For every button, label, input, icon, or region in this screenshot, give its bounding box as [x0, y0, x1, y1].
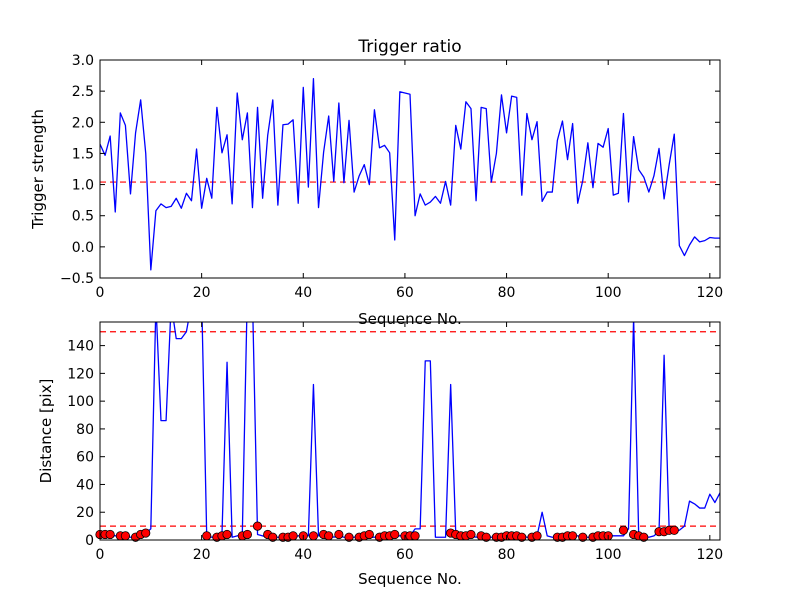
bottom-x-tick-label: 60 [396, 547, 414, 563]
data-point-marker [288, 531, 298, 541]
top-series-line [100, 78, 720, 271]
bottom-y-tick-label: 80 [76, 422, 94, 438]
data-point-marker [618, 525, 629, 535]
data-point-marker [252, 521, 263, 531]
top-axes-frame [99, 59, 721, 279]
bottom-axes-frame [99, 321, 721, 541]
bottom-threshold-layer [100, 331, 720, 527]
top-panel: Trigger ratio 0 20 40 60 80 100 120 −0.5 0.0 0.5 1… [29, 37, 723, 328]
top-x-tick-label: 100 [595, 285, 622, 301]
top-x-tick-label: 60 [396, 285, 414, 301]
bottom-x-tick-label: 120 [696, 547, 723, 563]
data-point-marker [517, 532, 527, 542]
top-x-tick-label: 40 [294, 285, 312, 301]
top-y-tick-label: 3.0 [72, 53, 94, 69]
data-point-marker [466, 529, 476, 540]
data-point-marker [532, 531, 542, 541]
bottom-marker-layer [95, 521, 679, 542]
top-y-tick-label: 1.0 [72, 178, 94, 194]
top-y-axis-label: Trigger strength [29, 109, 47, 230]
bottom-x-axis-label: Sequence No. [358, 570, 462, 588]
data-point-marker [410, 531, 420, 541]
top-x-tick-label: 120 [696, 285, 723, 301]
top-line-layer [100, 78, 720, 271]
bottom-panel: 0 20 40 60 80 100 120 0 20 40 60 80 100 120 140 Sequen… [37, 321, 723, 588]
data-point-marker [568, 531, 578, 541]
bottom-y-tick-label: 60 [76, 450, 94, 466]
top-x-tick-label: 80 [498, 285, 516, 301]
data-point-marker [481, 532, 491, 542]
data-point-marker [242, 529, 252, 540]
bottom-y-tick-label: 40 [76, 477, 94, 493]
top-x-tick-label: 0 [96, 285, 105, 301]
data-point-marker [390, 529, 400, 540]
bottom-y-tick-label: 0 [85, 533, 94, 549]
top-y-tick-label: 0.5 [72, 209, 94, 225]
bottom-y-tick-label: 100 [67, 394, 94, 410]
top-title: Trigger ratio [357, 37, 461, 57]
top-x-tick-label: 20 [193, 285, 211, 301]
data-point-marker [344, 532, 354, 542]
data-point-marker [639, 532, 649, 542]
bottom-x-tick-label: 20 [193, 547, 211, 563]
data-point-marker [120, 531, 131, 541]
top-y-tick-label: 0.0 [72, 240, 94, 256]
top-y-tick-label: 1.5 [72, 146, 94, 162]
bottom-y-axis-label: Distance [pix] [37, 379, 55, 484]
data-point-marker [308, 531, 319, 541]
bottom-x-tick-label: 40 [294, 547, 312, 563]
data-point-marker [324, 531, 334, 541]
bottom-x-tick-label: 0 [96, 547, 105, 563]
data-point-marker [364, 529, 374, 540]
top-x-axis-label: Sequence No. [358, 310, 462, 328]
bottom-y-tick-label: 140 [67, 339, 94, 355]
data-point-marker [268, 532, 278, 542]
data-point-marker [141, 528, 151, 538]
bottom-x-tick-label: 100 [595, 547, 622, 563]
data-point-marker [334, 529, 344, 540]
data-point-marker [669, 525, 679, 535]
data-point-marker [202, 531, 212, 541]
top-ticks: 0 20 40 60 80 100 120 −0.5 0.0 0.5 1.0 1.5 2.0 2.5 3.0 [60, 53, 723, 301]
data-point-marker [578, 532, 588, 542]
data-point-marker [105, 529, 115, 540]
top-y-tick-label: −0.5 [60, 271, 94, 287]
bottom-y-tick-label: 20 [76, 505, 94, 521]
top-y-tick-label: 2.0 [72, 115, 94, 131]
bottom-ticks: 0 20 40 60 80 100 120 0 20 40 60 80 100 120 140 [67, 322, 723, 563]
data-point-marker [222, 529, 232, 540]
bottom-x-tick-label: 80 [498, 547, 516, 563]
top-y-tick-label: 2.5 [72, 84, 94, 100]
bottom-y-tick-label: 120 [67, 366, 94, 382]
